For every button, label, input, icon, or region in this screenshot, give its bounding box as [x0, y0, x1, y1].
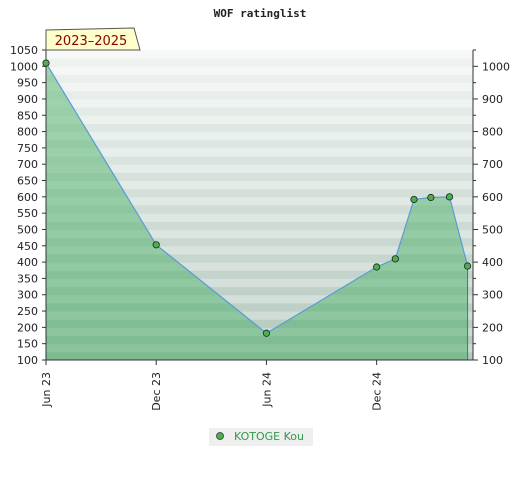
y-tick-label-left: 700: [17, 158, 38, 171]
grid-band: [46, 351, 473, 361]
y-tick-label-left: 500: [17, 223, 38, 236]
y-tick-label-right: 600: [482, 191, 503, 204]
grid-band: [46, 262, 473, 271]
data-point: [427, 193, 435, 202]
grid-band: [46, 327, 473, 337]
y-tick-label-left: 600: [17, 191, 38, 204]
area-fill: [46, 63, 468, 360]
grid-band: [46, 229, 473, 239]
x-tick-label: Jun 24: [260, 372, 273, 408]
data-point: [445, 193, 454, 201]
legend-marker: [216, 432, 224, 440]
y-tick-label-right: 200: [482, 321, 503, 334]
y-tick-label-left: 400: [17, 256, 38, 269]
y-tick-label-left: 450: [17, 240, 38, 253]
grid-band: [46, 335, 473, 345]
grid-band: [46, 66, 473, 75]
y-tick-label-left: 100: [17, 354, 38, 367]
y-tick-label-left: 1050: [10, 44, 38, 57]
y-tick-label-left: 1000: [10, 60, 38, 73]
grid-band: [46, 123, 473, 133]
grid-band: [46, 58, 473, 67]
grid-band: [46, 245, 473, 255]
grid-band: [46, 196, 473, 206]
grid-band: [46, 98, 473, 108]
y-tick-label-right: 500: [482, 223, 503, 236]
legend: KOTOGE Kou: [209, 428, 313, 446]
y-tick-label-left: 800: [17, 126, 38, 139]
y-tick-label-right: 100: [482, 354, 503, 367]
grid-band: [46, 107, 473, 116]
y-tick-label-right: 1000: [482, 60, 510, 73]
plot-background: [46, 50, 473, 361]
x-tick-label: Dec 24: [371, 372, 384, 411]
legend-label: KOTOGE Kou: [234, 430, 304, 443]
series-points: [42, 59, 472, 337]
grid-band: [46, 156, 473, 165]
period-label: 2023–2025: [55, 34, 128, 49]
y-tick-label-right: 900: [482, 93, 503, 106]
y-tick-label-left: 950: [17, 77, 38, 90]
grid-band: [46, 131, 473, 141]
data-point: [262, 329, 271, 337]
grid-band: [46, 172, 473, 182]
grid-band: [46, 253, 473, 263]
y-tick-label-left: 750: [17, 142, 38, 155]
y-tick-label-right: 400: [482, 256, 503, 269]
grid-band: [46, 294, 473, 304]
grid-band: [46, 139, 473, 149]
grid-band: [46, 147, 473, 157]
data-point: [410, 195, 418, 204]
x-tick-label: Jun 23: [40, 372, 53, 408]
grid-band: [46, 164, 473, 173]
grid-band: [46, 319, 473, 328]
grid-band: [46, 270, 473, 279]
grid-band: [46, 311, 473, 320]
chart-title: WOF ratinglist: [214, 7, 307, 20]
grid-band: [46, 82, 473, 92]
grid-band: [46, 213, 473, 222]
y-tick-label-left: 550: [17, 207, 38, 220]
grid-band: [46, 115, 473, 124]
grid-band: [46, 74, 473, 84]
y-tick-label-right: 800: [482, 126, 503, 139]
data-point: [391, 255, 399, 263]
axes: 100 150 200 250 300 350 400 450 500 550 600 650 700 7…: [10, 44, 510, 411]
grid-band: [46, 50, 473, 59]
data-point: [42, 59, 50, 67]
data-point: [152, 241, 160, 249]
y-tick-label-left: 300: [17, 289, 38, 302]
grid-band: [46, 286, 473, 296]
y-tick-label-left: 350: [17, 272, 38, 285]
y-tick-label-left: 150: [17, 338, 38, 351]
grid-band: [46, 188, 473, 198]
y-tick-label-right: 700: [482, 158, 503, 171]
data-point: [373, 263, 381, 271]
y-tick-label-left: 900: [17, 93, 38, 106]
y-tick-label-right: 300: [482, 289, 503, 302]
grid-band: [46, 90, 473, 100]
grid-band: [46, 343, 473, 353]
grid-band: [46, 302, 473, 312]
y-tick-label-left: 850: [17, 109, 38, 122]
grid-band: [46, 237, 473, 247]
data-point: [463, 262, 472, 270]
x-tick-label: Dec 23: [150, 372, 163, 411]
grid-band: [46, 278, 473, 288]
period-badge: 2023–2025: [45, 27, 141, 51]
y-tick-label-left: 250: [17, 305, 38, 318]
grid-band: [46, 180, 473, 190]
y-tick-label-left: 650: [17, 175, 38, 188]
grid-band: [46, 221, 473, 230]
y-tick-label-left: 200: [17, 321, 38, 334]
grid-band: [46, 205, 473, 214]
